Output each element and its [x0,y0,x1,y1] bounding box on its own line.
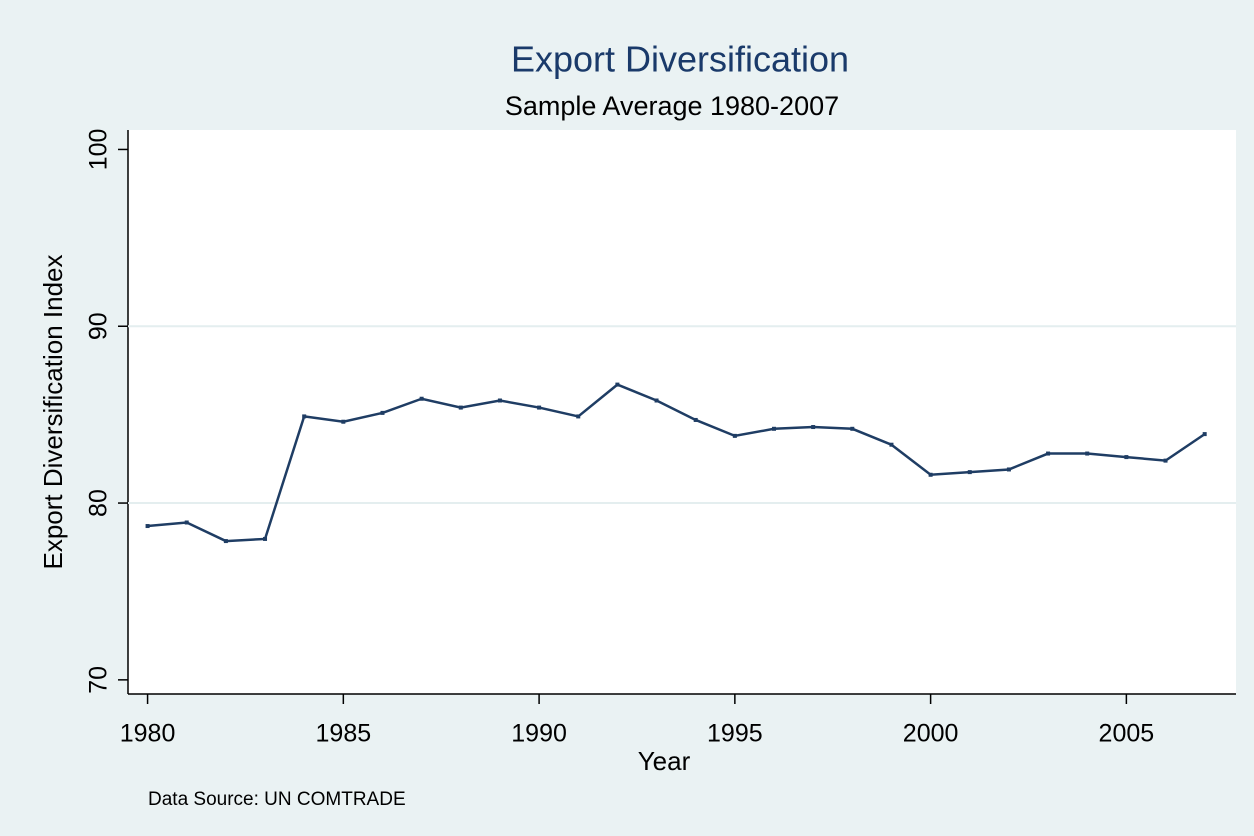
point [537,405,542,410]
point [850,426,855,431]
x-tick-label: 1995 [707,720,763,748]
point [1046,451,1051,456]
point [263,536,268,541]
point [576,414,581,419]
point [419,396,424,401]
point [615,382,620,387]
point [1124,455,1129,460]
point [889,442,894,447]
point [928,472,933,477]
x-tick-label: 2005 [1099,720,1155,748]
point [145,524,150,529]
point [1085,451,1090,456]
chart-title: Export Diversification [511,39,849,80]
point [458,405,463,410]
x-tick-label: 1985 [316,720,372,748]
x-axis-title: Year [638,746,691,776]
point [772,426,777,431]
point [223,539,228,544]
y-tick-label: 90 [85,312,113,340]
note: Data Source: UN COMTRADE [148,789,406,810]
y-axis-title: Export Diversification Index [38,254,68,569]
y-tick-label: 70 [85,666,113,694]
point [341,419,346,424]
point [184,520,189,525]
point [693,417,698,422]
point [380,410,385,415]
point [654,398,659,403]
line-series [147,383,1206,543]
x-tick-label: 2000 [903,720,959,748]
point [1163,458,1168,463]
point [732,433,737,438]
x-tick-label: 1990 [511,720,567,748]
point [811,425,816,430]
y-tick-label: 100 [85,129,113,171]
y-tick-label: 80 [85,489,113,517]
chart-subtitle: Sample Average 1980-2007 [505,91,839,121]
point [967,470,972,475]
point [302,414,307,419]
x-tick-label: 1980 [120,720,176,748]
point [1202,432,1207,437]
point [1006,467,1011,472]
point [497,398,502,403]
